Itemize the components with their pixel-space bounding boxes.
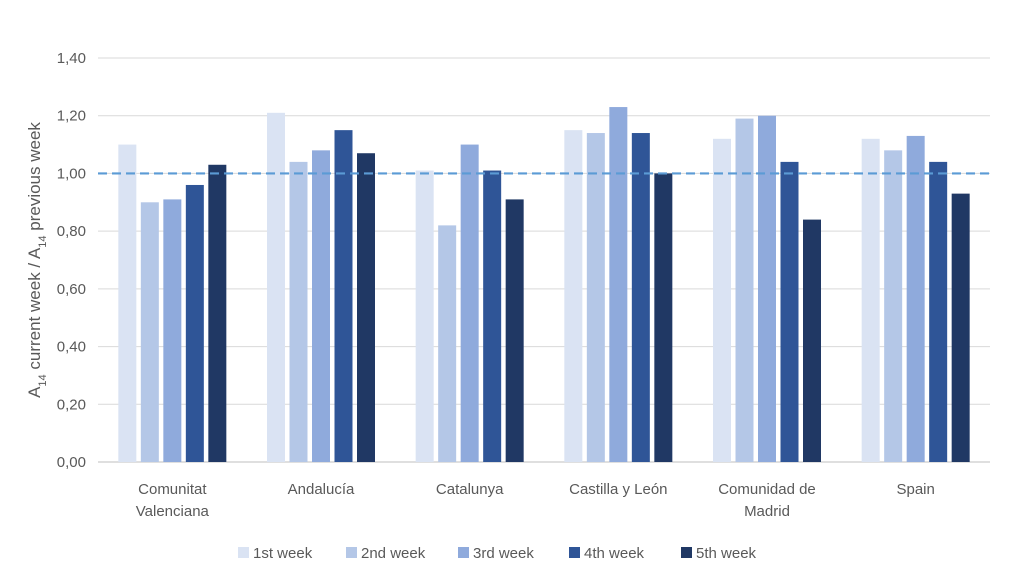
legend-swatch [458,547,469,558]
bar [140,202,159,463]
bar-group [118,144,227,463]
bar [654,173,673,462]
x-category-label: Andalucía [288,481,355,498]
bar [758,115,776,462]
legend: 1st week 2nd week 3rd week 4th week 5th week [238,545,757,562]
bar [564,130,583,462]
bar [713,138,731,463]
y-axis-title-part: A [25,386,44,398]
bar-group [267,112,375,463]
x-category-label: Catalunya [436,481,504,498]
legend-label: 1st week [253,545,313,562]
y-tick-label: 0,20 [57,396,86,413]
bar-group [415,144,524,463]
bar [163,199,182,462]
bar [609,107,628,463]
bars [118,107,970,463]
legend-swatch [569,547,580,558]
bar [357,153,375,462]
bar [586,133,605,462]
bar [118,144,137,463]
x-category-label-line: Andalucía [288,481,355,498]
bar [438,225,457,462]
bar [505,199,524,462]
x-category-label-line: Madrid [744,503,790,520]
x-category-label: Castilla y León [569,481,667,498]
y-tick-label: 0,60 [57,281,86,298]
bar [208,164,227,462]
y-tick-label: 1,40 [57,50,86,67]
y-axis-title-subscript: 14 [37,235,49,247]
y-axis-title-part: current week / A [25,247,44,374]
y-axis-title: A14 current week / A14 previous week [25,122,49,398]
bar [483,170,502,463]
y-axis-title-subscript: 14 [37,374,49,386]
bar [780,161,799,462]
x-category-label: Comunitat Valenciana [136,481,210,520]
legend-swatch [681,547,692,558]
y-tick-label: 1,00 [57,165,86,182]
x-category-label-line: Castilla y León [569,481,667,498]
bar [267,112,285,462]
bar-group [564,107,673,463]
legend-swatch [238,547,249,558]
x-category-label-line: Catalunya [436,481,504,498]
y-tick-labels: 0,00 0,20 0,40 0,60 0,80 1,00 1,20 1,40 [57,50,86,471]
x-category-label-line: Spain [896,481,934,498]
y-tick-label: 0,40 [57,339,86,356]
legend-label: 2nd week [361,545,426,562]
x-category-label-line: Comunitat [138,481,207,498]
bar [460,144,479,463]
bar [289,161,308,462]
gridlines [98,57,990,463]
y-tick-label: 1,20 [57,108,86,125]
bar [312,150,330,463]
bar-group [713,115,821,463]
bar [185,184,204,462]
legend-swatch [346,547,357,558]
y-tick-label: 0,00 [57,454,86,471]
bar [861,138,880,463]
bar [735,118,754,462]
legend-label: 5th week [696,545,757,562]
bar [929,161,948,462]
bar [631,133,650,462]
x-category-label-line: Comunidad de [718,481,816,498]
bar [906,135,925,462]
bar [415,170,434,463]
x-category-label: Comunidad de Madrid [718,481,816,520]
bar [334,130,353,462]
x-category-label: Spain [896,481,934,498]
y-tick-label: 0,80 [57,223,86,240]
legend-label: 3rd week [473,545,534,562]
bar [803,219,821,462]
y-axis-title-part: previous week [25,122,44,236]
legend-label: 4th week [584,545,645,562]
bar [951,193,970,462]
bar [884,150,903,463]
x-category-label-line: Valenciana [136,503,210,520]
bar-group [861,135,970,463]
